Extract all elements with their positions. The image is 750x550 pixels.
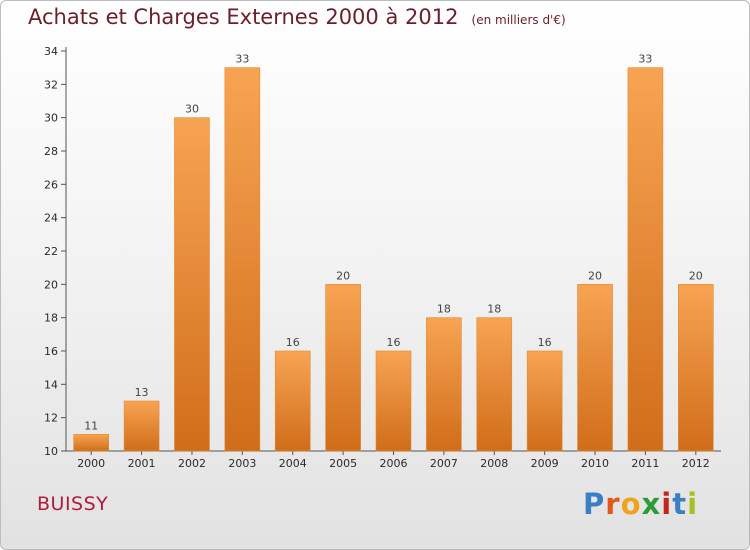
x-tick-label: 2007: [430, 457, 458, 470]
bar-value-label: 13: [135, 386, 149, 399]
bar-value-label: 20: [588, 269, 602, 282]
y-tick-label: 16: [44, 345, 58, 358]
x-tick-label: 2006: [380, 457, 408, 470]
bar-value-label: 18: [487, 303, 501, 316]
y-tick-label: 20: [44, 278, 58, 291]
y-tick-label: 30: [44, 112, 58, 125]
y-tick-label: 26: [44, 178, 58, 191]
bar: [426, 317, 462, 452]
y-tick-label: 18: [44, 312, 58, 325]
x-tick-label: 2003: [228, 457, 256, 470]
bar: [123, 400, 160, 452]
bar: [274, 350, 311, 452]
y-tick-label: 24: [44, 212, 58, 225]
logo-letter: i: [687, 487, 699, 521]
bar-value-label: 30: [185, 103, 199, 116]
x-tick-label: 2012: [682, 457, 710, 470]
bar: [476, 317, 513, 452]
bar-value-label: 18: [437, 303, 451, 316]
bar: [526, 350, 563, 452]
y-tick-label: 34: [44, 45, 58, 58]
logo-letter: x: [641, 487, 662, 521]
x-tick-label: 2004: [279, 457, 307, 470]
y-tick-label: 28: [44, 145, 58, 158]
bar-value-label: 20: [689, 269, 703, 282]
logo-letter: o: [620, 487, 642, 521]
bar: [224, 67, 261, 452]
commune-name: BUISSY: [37, 493, 109, 515]
x-tick-label: 2000: [77, 457, 105, 470]
y-tick-label: 22: [44, 245, 58, 258]
chart-subtitle: (en milliers d'€): [471, 13, 566, 27]
bar-value-label: 20: [336, 269, 350, 282]
bar-value-label: 33: [638, 53, 652, 66]
x-tick-label: 2008: [480, 457, 508, 470]
chart-title: Achats et Charges Externes 2000 à 2012: [28, 5, 459, 29]
x-tick-label: 2001: [128, 457, 156, 470]
bar: [577, 284, 613, 452]
bar-value-label: 33: [235, 53, 249, 66]
y-tick-label: 14: [44, 378, 58, 391]
bar: [678, 284, 714, 452]
y-tick-label: 10: [44, 445, 58, 458]
logo-letter: P: [583, 487, 606, 521]
x-tick-label: 2010: [581, 457, 609, 470]
bar: [73, 434, 109, 452]
bar-value-label: 16: [387, 336, 401, 349]
bar: [627, 67, 664, 452]
y-tick-label: 32: [44, 78, 58, 91]
bar: [375, 350, 412, 452]
bar-value-label: 11: [84, 419, 98, 432]
bar-value-label: 16: [286, 336, 300, 349]
x-tick-label: 2002: [178, 457, 206, 470]
logo-letter: i: [661, 487, 673, 521]
logo-letter: r: [605, 487, 621, 521]
bar: [174, 117, 210, 452]
logo-letter: t: [672, 487, 688, 521]
x-tick-label: 2005: [329, 457, 357, 470]
y-tick-label: 12: [44, 412, 58, 425]
bar-value-label: 16: [538, 336, 552, 349]
x-tick-label: 2009: [531, 457, 559, 470]
x-tick-label: 2011: [631, 457, 659, 470]
title-row: Achats et Charges Externes 2000 à 2012 (…: [28, 5, 566, 29]
bar: [325, 284, 361, 452]
proxiti-logo[interactable]: Proxiti: [583, 487, 698, 521]
